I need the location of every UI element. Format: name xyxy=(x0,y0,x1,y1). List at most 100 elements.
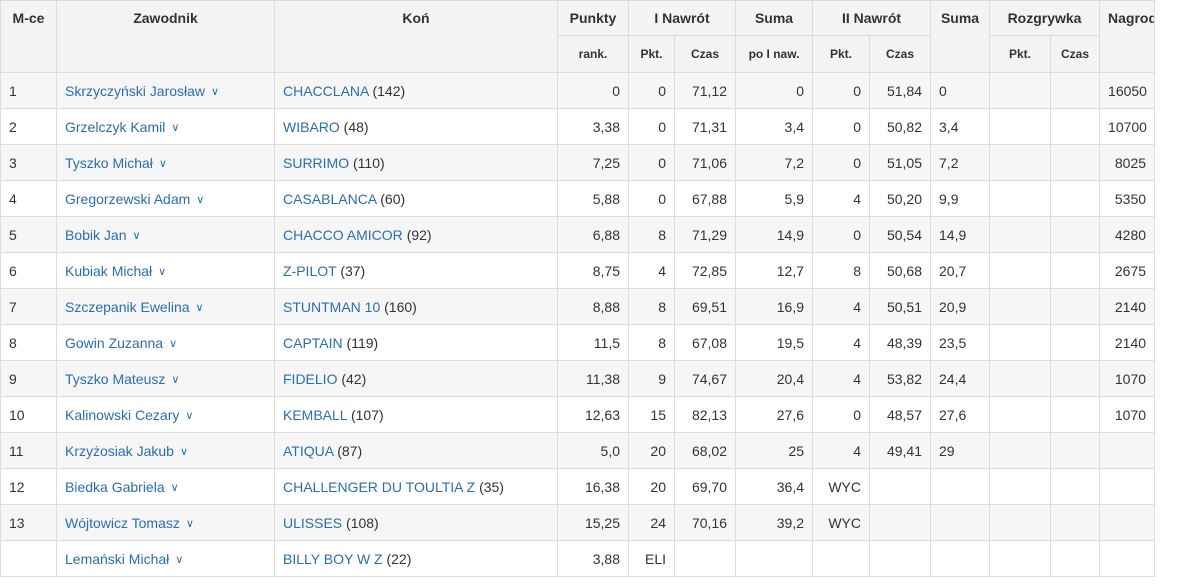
horse-link[interactable]: FIDELIO xyxy=(283,370,338,387)
chevron-down-icon[interactable]: ∨ xyxy=(169,337,178,350)
cell-place: 2 xyxy=(0,108,57,145)
cell-round2-time xyxy=(869,540,932,577)
rider-link[interactable]: Lemański Michał ∨ xyxy=(65,551,183,567)
chevron-down-icon[interactable]: ∨ xyxy=(175,553,184,566)
cell-round2-pkt: 4 xyxy=(812,432,871,469)
horse-link[interactable]: Z-PILOT xyxy=(283,262,337,279)
horse-number: (142) xyxy=(372,82,406,99)
rider-link[interactable]: Skrzyczyński Jarosław ∨ xyxy=(65,83,219,99)
cell-sum1: 19,5 xyxy=(735,324,814,361)
cell-horse: CHALLENGER DU TOULTIA Z (35) xyxy=(274,468,558,505)
rider-link[interactable]: Tyszko Mateusz ∨ xyxy=(65,371,179,387)
cell-sum2 xyxy=(930,504,991,541)
cell-horse: CASABLANCA (60) xyxy=(274,180,558,217)
col-header-points: Punkty xyxy=(557,0,629,36)
cell-horse: BILLY BOY W Z (22) xyxy=(274,540,558,577)
chevron-down-icon[interactable]: ∨ xyxy=(171,121,180,134)
cell-round1-pkt: 20 xyxy=(628,432,675,469)
cell-horse: ATIQUA (87) xyxy=(274,432,558,469)
cell-jumpoff-time xyxy=(1050,252,1101,289)
cell-points: 12,63 xyxy=(557,396,629,433)
chevron-down-icon[interactable]: ∨ xyxy=(211,85,220,98)
cell-round1-time: 74,67 xyxy=(673,360,737,397)
cell-place: 13 xyxy=(0,504,57,541)
cell-round1-time: 68,02 xyxy=(673,432,737,469)
cell-prize xyxy=(1099,468,1156,505)
cell-round2-pkt: 4 xyxy=(812,180,871,217)
cell-points: 3,38 xyxy=(557,108,629,145)
table-row: 4 Gregorzewski Adam ∨ CASABLANCA (60) 5,88 0 6… xyxy=(0,180,1184,217)
chevron-down-icon[interactable]: ∨ xyxy=(195,301,204,314)
rider-link[interactable]: Gregorzewski Adam ∨ xyxy=(65,191,204,207)
cell-points: 7,25 xyxy=(557,144,629,181)
cell-jumpoff-time xyxy=(1050,360,1101,397)
cell-place: 5 xyxy=(0,216,57,253)
cell-points: 8,75 xyxy=(557,252,629,289)
horse-link[interactable]: KEMBALL xyxy=(283,406,348,423)
cell-prize xyxy=(1099,540,1156,577)
cell-rider: Grzelczyk Kamil ∨ xyxy=(56,108,275,145)
cell-round1-time: 71,29 xyxy=(673,216,737,253)
chevron-down-icon[interactable]: ∨ xyxy=(158,265,167,278)
cell-round2-pkt: 0 xyxy=(812,108,871,145)
cell-round2-pkt: 8 xyxy=(812,252,871,289)
chevron-down-icon[interactable]: ∨ xyxy=(179,445,188,458)
cell-horse: WIBARO (48) xyxy=(274,108,558,145)
table-row: 6 Kubiak Michał ∨ Z-PILOT (37) 8,75 4 72,85 12,… xyxy=(0,252,1184,289)
rider-link[interactable]: Wójtowicz Tomasz ∨ xyxy=(65,515,194,531)
horse-link[interactable]: ATIQUA xyxy=(283,442,334,459)
cell-place: 3 xyxy=(0,144,57,181)
header-row-main: M-ce Zawodnik Koń Punkty I Nawrót Suma I… xyxy=(0,0,1184,36)
cell-jumpoff-pkt xyxy=(989,180,1052,217)
horse-number: (22) xyxy=(386,550,412,567)
horse-link[interactable]: CAPTAIN xyxy=(283,334,343,351)
rider-link[interactable]: Bobik Jan ∨ xyxy=(65,227,141,243)
cell-sum1: 16,9 xyxy=(735,288,814,325)
cell-round2-pkt xyxy=(812,540,871,577)
rider-link[interactable]: Szczepanik Ewelina ∨ xyxy=(65,299,204,315)
cell-sum2: 29 xyxy=(930,432,991,469)
horse-link[interactable]: CASABLANCA xyxy=(283,190,377,207)
col-header-rider: Zawodnik xyxy=(56,0,275,36)
chevron-down-icon[interactable]: ∨ xyxy=(170,481,179,494)
cell-place: 10 xyxy=(0,396,57,433)
rider-name: Tyszko Mateusz xyxy=(65,370,166,387)
chevron-down-icon[interactable]: ∨ xyxy=(185,517,194,530)
chevron-down-icon[interactable]: ∨ xyxy=(185,409,194,422)
cell-jumpoff-time xyxy=(1050,540,1101,577)
cell-rider: Szczepanik Ewelina ∨ xyxy=(56,288,275,325)
chevron-down-icon[interactable]: ∨ xyxy=(171,373,180,386)
cell-jumpoff-time xyxy=(1050,504,1101,541)
cell-sum1: 14,9 xyxy=(735,216,814,253)
rider-link[interactable]: Kalinowski Cezary ∨ xyxy=(65,407,193,423)
rider-link[interactable]: Biedka Gabriela ∨ xyxy=(65,479,179,495)
horse-link[interactable]: BILLY BOY W Z xyxy=(283,550,383,567)
col-subheader-empty xyxy=(1099,35,1156,73)
cell-sum1: 7,2 xyxy=(735,144,814,181)
rider-link[interactable]: Kubiak Michał ∨ xyxy=(65,263,166,279)
horse-link[interactable]: CHALLENGER DU TOULTIA Z xyxy=(283,478,476,495)
rider-name: Grzelczyk Kamil xyxy=(65,118,166,135)
horse-link[interactable]: CHACCLANA xyxy=(283,82,369,99)
rider-link[interactable]: Tyszko Michał ∨ xyxy=(65,155,167,171)
table-row: Lemański Michał ∨ BILLY BOY W Z (22) 3,88 EL… xyxy=(0,540,1184,577)
horse-link[interactable]: SURRIMO xyxy=(283,154,350,171)
rider-link[interactable]: Krzyżosiak Jakub ∨ xyxy=(65,443,188,459)
cell-sum1: 0 xyxy=(735,72,814,109)
rider-link[interactable]: Grzelczyk Kamil ∨ xyxy=(65,119,179,135)
rider-link[interactable]: Gowin Zuzanna ∨ xyxy=(65,335,177,351)
cell-round1-time: 67,08 xyxy=(673,324,737,361)
horse-link[interactable]: CHACCO AMICOR xyxy=(283,226,403,243)
chevron-down-icon[interactable]: ∨ xyxy=(196,193,205,206)
horse-number: (92) xyxy=(406,226,432,243)
horse-link[interactable]: STUNTMAN 10 xyxy=(283,298,381,315)
horse-link[interactable]: WIBARO xyxy=(283,118,340,135)
chevron-down-icon[interactable]: ∨ xyxy=(132,229,141,242)
chevron-down-icon[interactable]: ∨ xyxy=(158,157,167,170)
table-row: 8 Gowin Zuzanna ∨ CAPTAIN (119) 11,5 8 67,08 19… xyxy=(0,324,1184,361)
cell-place: 8 xyxy=(0,324,57,361)
horse-link[interactable]: ULISSES xyxy=(283,514,343,531)
cell-round1-pkt: 0 xyxy=(628,72,675,109)
cell-points: 11,38 xyxy=(557,360,629,397)
